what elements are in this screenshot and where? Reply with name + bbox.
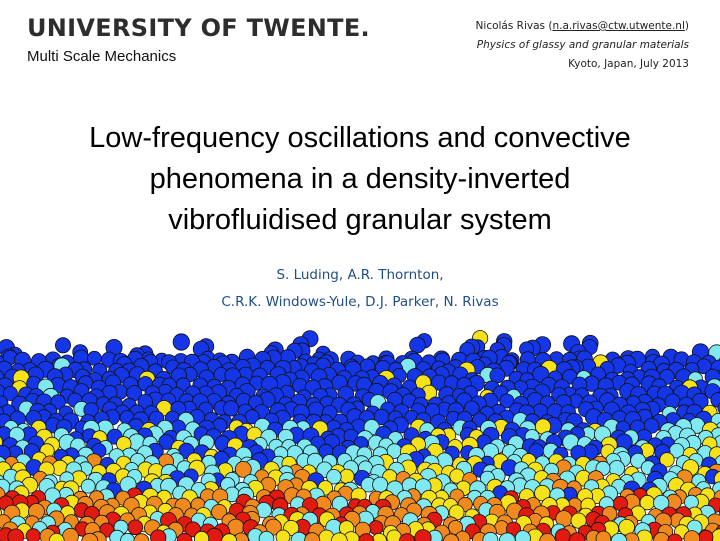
conference-name: Physics of glassy and granular materials [476, 39, 689, 51]
particle [698, 529, 714, 541]
particle [275, 529, 291, 541]
particle [659, 452, 675, 468]
particle [55, 337, 72, 354]
presenter-close-paren: ) [684, 20, 689, 32]
title-line-3: vibrofluidised granular system [168, 204, 552, 236]
particle [194, 530, 210, 541]
particle [448, 519, 463, 535]
particle [62, 527, 79, 541]
particle [514, 530, 531, 541]
conference-location: Kyoto, Japan, July 2013 [568, 58, 689, 70]
particle [258, 531, 275, 541]
authors-line-2: C.R.K. Windows-Yule, D.J. Parker, N. Riv… [221, 294, 499, 310]
granular-particles-illustration [0, 330, 720, 541]
particle [127, 519, 144, 536]
author-list: S. Luding, A.R. Thornton, C.R.K. Windows… [0, 262, 720, 316]
particle [133, 533, 150, 541]
particle [482, 531, 499, 541]
particle [150, 529, 167, 541]
presenter-email-link[interactable]: n.a.rivas@ctw.utwente.nl [552, 20, 685, 32]
group-name: Multi Scale Mechanics [27, 48, 177, 65]
particle [443, 533, 460, 541]
particle [409, 336, 426, 354]
particle [223, 400, 240, 417]
particle [667, 533, 683, 541]
particle [683, 530, 701, 541]
presenter-line: Nicolás Rivas (n.a.rivas@ctw.utwente.nl) [476, 17, 689, 36]
particle [398, 533, 416, 541]
particle [595, 530, 612, 541]
university-logo: UNIVERSITY OF TWENTE. [27, 14, 370, 42]
particle [570, 512, 587, 529]
particle [368, 520, 384, 536]
particle [211, 503, 228, 520]
particle [25, 528, 41, 541]
particle [221, 533, 238, 541]
particle [339, 468, 355, 484]
particle [81, 532, 99, 541]
particle [372, 476, 389, 493]
particle [7, 528, 25, 541]
presentation-info: Nicolás Rivas (n.a.rivas@ctw.utwente.nl)… [476, 17, 689, 74]
particle [554, 528, 571, 541]
title-line-1: Low-frequency oscillations and convectiv… [89, 122, 631, 154]
particle [80, 478, 96, 494]
presenter-name: Nicolás Rivas ( [475, 20, 553, 32]
particle [717, 402, 720, 414]
particle [414, 529, 432, 541]
particle [234, 460, 252, 478]
slide-title: Low-frequency oscillations and convectiv… [0, 118, 720, 241]
particle [358, 533, 375, 541]
authors-line-1: S. Luding, A.R. Thornton, [276, 267, 444, 283]
title-line-2: phenomena in a density-inverted [149, 163, 571, 195]
particle [539, 533, 556, 541]
particle [172, 333, 190, 351]
particle [610, 533, 628, 541]
particle [326, 468, 342, 485]
particle [304, 532, 321, 541]
particle [2, 386, 18, 402]
